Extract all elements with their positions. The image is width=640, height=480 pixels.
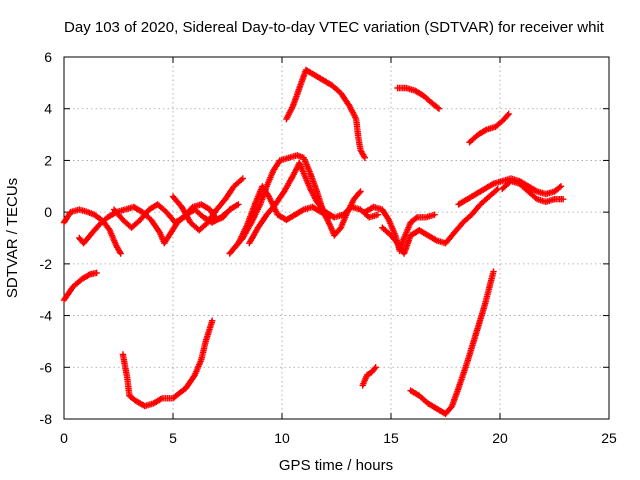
data-marker-path xyxy=(246,159,382,247)
data-marker-path xyxy=(283,66,368,161)
x-tick-label: 20 xyxy=(492,430,508,446)
x-axis-label: GPS time / hours xyxy=(279,457,393,474)
data-marker-path xyxy=(394,84,443,112)
series-arc-f xyxy=(169,175,246,234)
data-marker-path xyxy=(407,268,497,417)
series-arc-n xyxy=(394,84,443,112)
x-tick-label: 15 xyxy=(383,430,399,446)
data-points xyxy=(60,66,567,417)
x-tick-label: 10 xyxy=(274,430,290,446)
axis-ticks xyxy=(63,56,610,420)
y-tick-label: -8 xyxy=(40,411,53,427)
series-arc-r xyxy=(499,177,567,205)
chart-title: Day 103 of 2020, Sidereal Day-to-day VTE… xyxy=(64,19,605,36)
plot-frame xyxy=(63,56,610,420)
data-marker-path xyxy=(359,364,379,389)
data-marker-path xyxy=(499,177,567,205)
data-marker-path xyxy=(60,269,100,304)
data-marker-path xyxy=(379,185,501,257)
y-tick-label: 2 xyxy=(44,152,52,168)
y-tick-label: -6 xyxy=(40,359,53,375)
y-tick-label: 0 xyxy=(44,204,52,220)
series-arc-q xyxy=(466,110,512,146)
data-marker-path xyxy=(226,183,334,257)
data-marker-path xyxy=(466,110,512,146)
y-axis-tick-labels: -8 -6 -4 -2 0 2 4 6 xyxy=(40,49,53,427)
series-arc-i xyxy=(246,159,382,247)
series-arc-j xyxy=(283,66,368,161)
data-marker-path xyxy=(169,175,246,234)
y-tick-label: 6 xyxy=(44,49,52,65)
series-arc-e xyxy=(119,317,216,410)
x-tick-label: 25 xyxy=(601,430,617,446)
series-arc-m xyxy=(379,185,501,257)
y-tick-label: 4 xyxy=(44,101,52,117)
y-tick-label: -2 xyxy=(40,256,53,272)
series-arc-h xyxy=(226,183,334,257)
x-axis-tick-labels: 0 5 10 15 20 25 xyxy=(60,430,617,446)
data-marker-path xyxy=(119,317,216,410)
series-arc-k xyxy=(359,364,379,389)
x-tick-label: 5 xyxy=(169,430,177,446)
grid-lines xyxy=(64,57,609,419)
y-tick-label: -4 xyxy=(40,308,53,324)
series-arc-a xyxy=(60,269,100,304)
x-tick-label: 0 xyxy=(60,430,68,446)
series-arc-o xyxy=(407,268,497,417)
y-axis-label: SDTVAR / TECUs xyxy=(4,178,21,298)
